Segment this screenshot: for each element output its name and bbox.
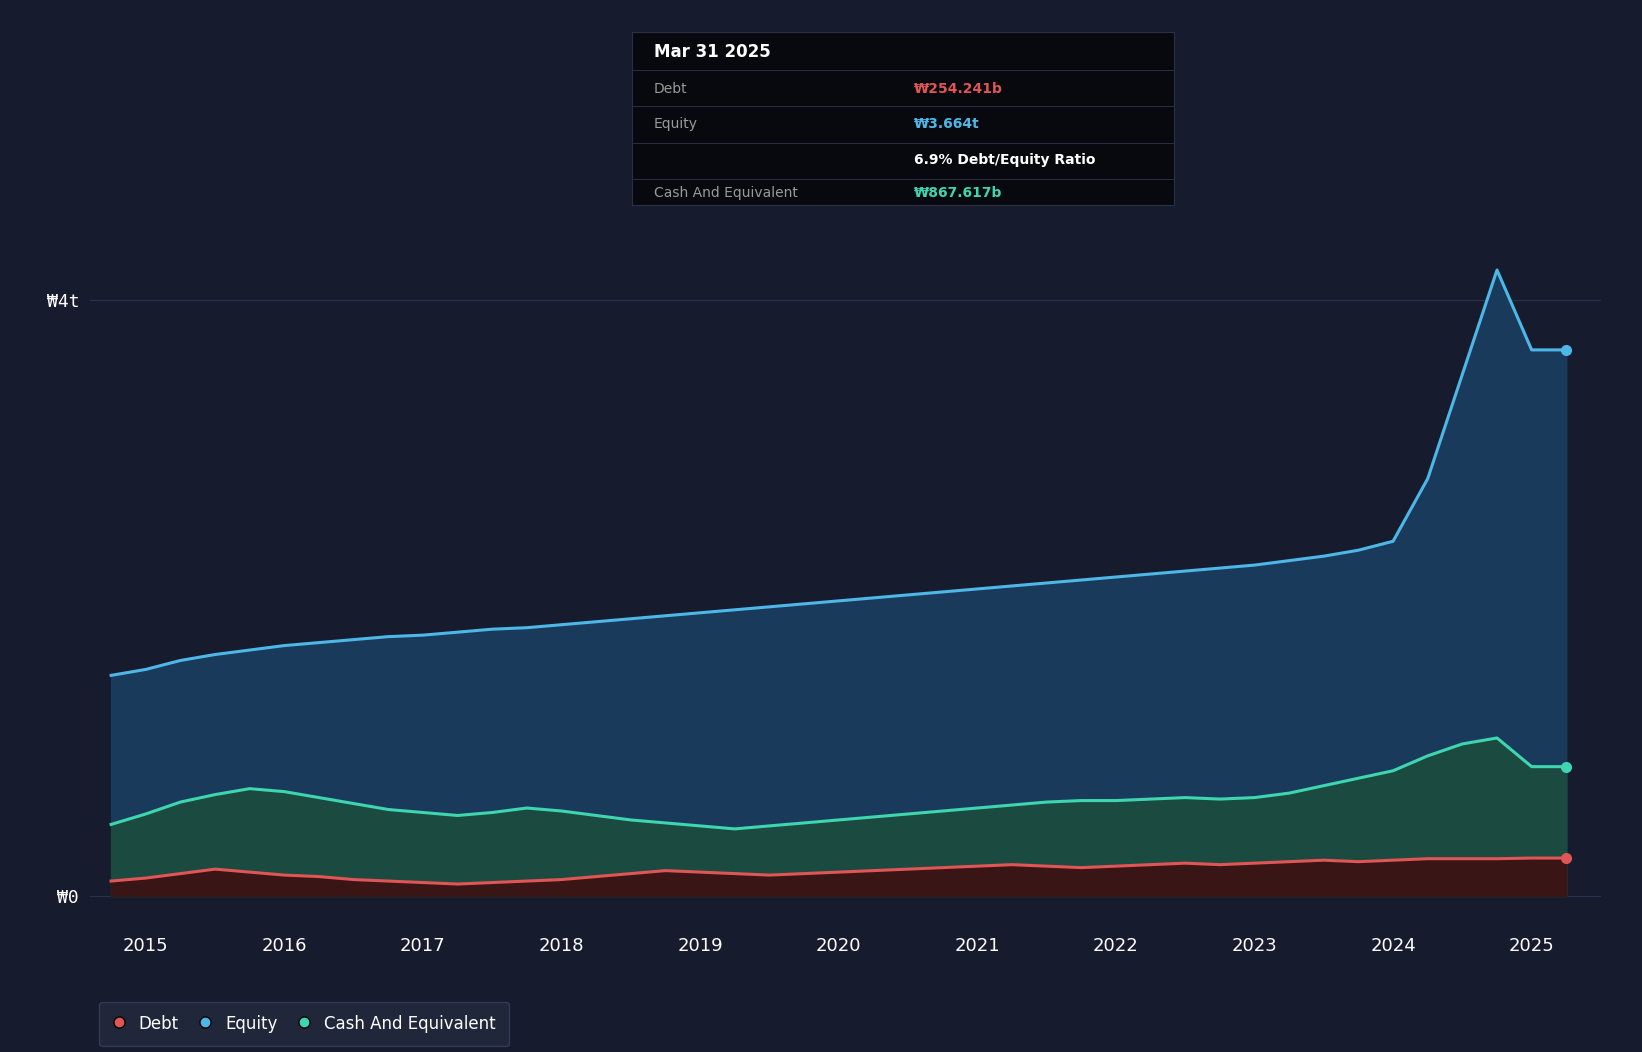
Text: ₩867.617b: ₩867.617b — [915, 186, 1002, 200]
Text: 6.9% Debt/Equity Ratio: 6.9% Debt/Equity Ratio — [915, 153, 1095, 167]
Text: Cash And Equivalent: Cash And Equivalent — [654, 186, 798, 200]
Text: Mar 31 2025: Mar 31 2025 — [654, 43, 770, 61]
Text: Equity: Equity — [654, 117, 698, 130]
Text: ₩3.664t: ₩3.664t — [915, 117, 980, 130]
Text: Debt: Debt — [654, 82, 688, 96]
Legend: Debt, Equity, Cash And Equivalent: Debt, Equity, Cash And Equivalent — [99, 1002, 509, 1046]
Text: ₩254.241b: ₩254.241b — [915, 82, 1003, 96]
